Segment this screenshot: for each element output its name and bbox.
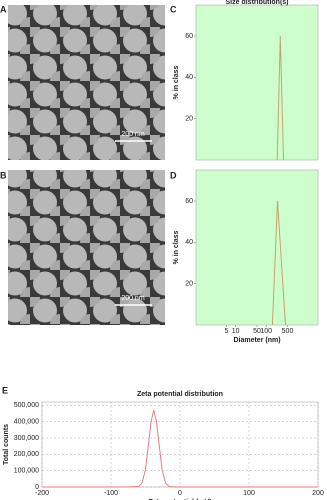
x-tick-label: 500 <box>282 328 294 335</box>
plot-area <box>195 4 319 161</box>
micrograph-a: 200 nm A <box>0 4 165 160</box>
y-tick-label: 300,000 <box>14 435 39 442</box>
panel-label: D <box>170 170 177 180</box>
x-tick-label: -100 <box>104 490 118 497</box>
x-tick-label: 200 <box>312 490 324 497</box>
panel-label: B <box>0 170 7 180</box>
scale-bar-label: 200 nm <box>121 131 145 138</box>
data-line <box>42 410 318 488</box>
data-line <box>271 200 287 326</box>
y-tick-label: 40 <box>185 74 193 81</box>
y-tick-label: 500,000 <box>14 402 39 409</box>
x-tick-label: 10 <box>232 328 240 335</box>
x-tick-label: -200 <box>35 490 49 497</box>
y-tick-label: 100,000 <box>14 467 39 474</box>
data-line <box>276 35 285 161</box>
chart-title: Size distribution(s) <box>226 0 289 6</box>
y-tick-label: 20 <box>185 281 193 288</box>
y-tick-label: 60 <box>185 198 193 205</box>
y-tick-label: 0 <box>35 484 39 491</box>
micrograph-b: 200 nm B <box>0 170 165 325</box>
y-tick-label: 200,000 <box>14 451 39 458</box>
y-tick-label: 400,000 <box>14 418 39 425</box>
y-axis-label: % in class <box>173 65 180 99</box>
y-tick-label: 60 <box>185 33 193 40</box>
x-tick-label: 100 <box>260 328 272 335</box>
panel-label: C <box>170 4 177 14</box>
y-tick-label: 20 <box>185 116 193 123</box>
chart-title: Zeta potential distribution <box>137 391 223 398</box>
x-axis-label: Diameter (nm) <box>233 337 280 344</box>
x-axis-label: Zeta potential (mV) <box>148 499 211 500</box>
x-tick-label: 50 <box>253 328 261 335</box>
panel-label: A <box>0 4 7 14</box>
plot-area <box>41 401 319 488</box>
x-tick-label: 5 <box>225 328 229 335</box>
y-axis-label: Total counts <box>3 424 10 465</box>
x-tick-label: 0 <box>178 490 182 497</box>
panel-label: E <box>2 385 8 395</box>
y-tick-label: 40 <box>185 239 193 246</box>
plot-area <box>195 169 319 326</box>
x-tick-label: 100 <box>243 490 255 497</box>
y-axis-label: % in class <box>173 230 180 264</box>
scale-bar-label: 200 nm <box>121 295 145 302</box>
